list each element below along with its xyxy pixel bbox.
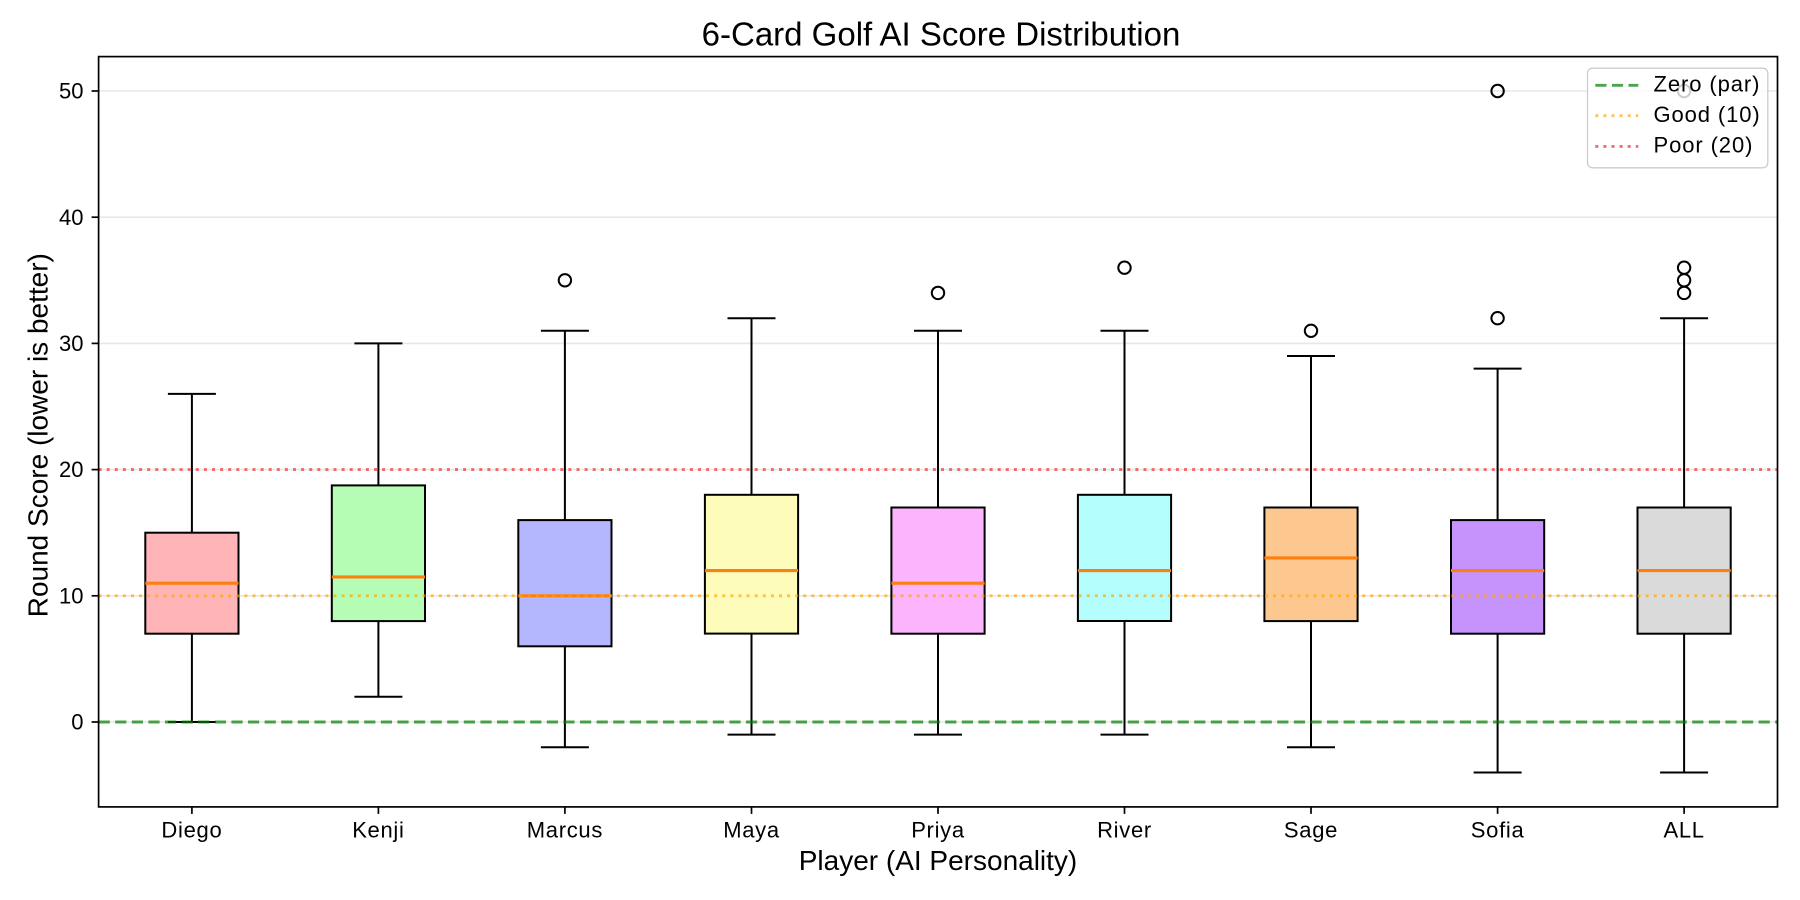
svg-text:6-Card Golf AI Score Distribut: 6-Card Golf AI Score Distribution: [702, 16, 1181, 53]
svg-text:30: 30: [59, 331, 83, 356]
svg-text:Marcus: Marcus: [527, 818, 603, 843]
svg-text:0: 0: [71, 710, 83, 735]
svg-text:20: 20: [59, 457, 83, 482]
svg-text:50: 50: [59, 79, 83, 104]
svg-text:Player (AI Personality): Player (AI Personality): [799, 845, 1078, 876]
svg-text:Kenji: Kenji: [352, 818, 404, 843]
svg-text:Good (10): Good (10): [1654, 102, 1761, 127]
svg-text:River: River: [1097, 818, 1152, 843]
svg-text:Poor (20): Poor (20): [1654, 133, 1754, 158]
svg-text:Sofia: Sofia: [1471, 818, 1525, 843]
svg-text:ALL: ALL: [1663, 818, 1704, 843]
svg-text:Sage: Sage: [1284, 818, 1338, 843]
svg-text:40: 40: [59, 205, 83, 230]
svg-text:Diego: Diego: [161, 818, 222, 843]
svg-text:Zero (par): Zero (par): [1654, 72, 1761, 97]
svg-text:Round Score (lower is better): Round Score (lower is better): [22, 253, 53, 617]
svg-text:Maya: Maya: [723, 818, 780, 843]
svg-text:10: 10: [59, 583, 83, 608]
svg-text:Priya: Priya: [911, 818, 965, 843]
